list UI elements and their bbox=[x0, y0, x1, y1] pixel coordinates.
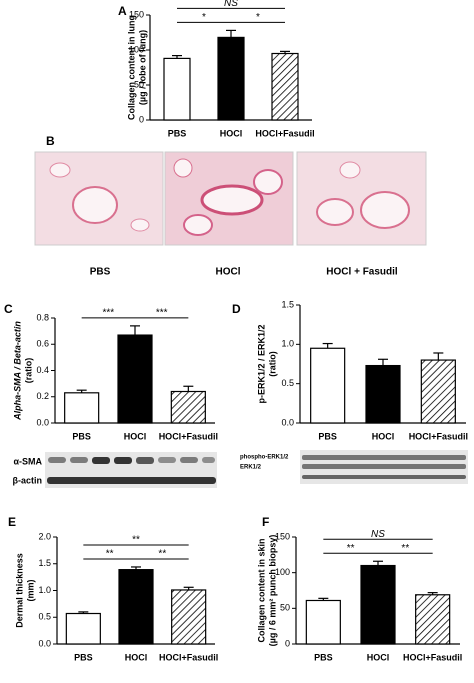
panel-label: D bbox=[232, 302, 241, 316]
x-tick-label: HOCl bbox=[372, 431, 395, 441]
x-tick-label: PBS bbox=[74, 652, 93, 662]
bar bbox=[118, 569, 154, 645]
significance-label: ** bbox=[132, 535, 140, 546]
bar bbox=[271, 52, 299, 121]
y-tick-label: 1.0 bbox=[281, 339, 294, 349]
y-tick-label: 0.5 bbox=[38, 612, 51, 622]
y-tick-label: 2.0 bbox=[38, 531, 51, 541]
bar bbox=[163, 57, 191, 121]
x-tick-label: HOCl bbox=[124, 431, 147, 441]
significance-label: *** bbox=[156, 308, 168, 319]
blot-label: ERK1/2 bbox=[240, 465, 262, 471]
y-axis-label: (ratio) bbox=[267, 351, 277, 377]
significance-label: *** bbox=[102, 308, 114, 319]
y-tick-label: 50 bbox=[134, 79, 144, 89]
y-axis-label: Alpha-SMA / Beta-actin bbox=[12, 321, 22, 421]
panel-label: B bbox=[46, 134, 55, 148]
significance-label: NS bbox=[371, 529, 385, 540]
y-tick-label: 0 bbox=[139, 114, 144, 124]
x-tick-label: HOCl bbox=[367, 652, 390, 662]
bar bbox=[365, 364, 401, 424]
significance-label: ** bbox=[401, 543, 409, 554]
y-axis-label: (ratio) bbox=[23, 358, 33, 384]
y-tick-label: 1.5 bbox=[281, 299, 294, 309]
bar bbox=[171, 589, 207, 645]
y-axis-label: (µg / lobe of lung) bbox=[137, 30, 147, 105]
x-tick-label: HOCl bbox=[125, 652, 148, 662]
significance-label: * bbox=[256, 12, 260, 23]
x-tick-label: HOCl+Fasudil bbox=[159, 431, 218, 441]
y-tick-label: 150 bbox=[129, 9, 144, 19]
y-axis-label: (mm) bbox=[25, 579, 35, 601]
panel-label: A bbox=[118, 4, 127, 18]
x-tick-label: HOCl+Fasudil bbox=[255, 128, 314, 138]
bar bbox=[64, 392, 100, 424]
x-tick-label: PBS bbox=[168, 128, 187, 138]
histology-caption: HOCl + Fasudil bbox=[326, 267, 398, 278]
blot-label: β-actin bbox=[13, 475, 43, 485]
western-blot bbox=[45, 450, 468, 488]
bar bbox=[217, 36, 245, 121]
x-tick-label: HOCl+Fasudil bbox=[409, 431, 468, 441]
y-tick-label: 0 bbox=[285, 638, 290, 648]
bar bbox=[310, 347, 346, 424]
y-axis-label: (µg / 6 mm² punch biopsy) bbox=[267, 535, 277, 647]
y-tick-label: 1.0 bbox=[38, 585, 51, 595]
bar bbox=[415, 594, 451, 645]
bar bbox=[420, 359, 456, 424]
y-axis-label: Collagen content in skin bbox=[256, 538, 266, 642]
histology-images bbox=[34, 151, 427, 246]
y-axis-label: Collagen content in lung bbox=[126, 15, 136, 120]
histology-caption: HOCl bbox=[216, 267, 241, 278]
y-tick-label: 100 bbox=[275, 567, 290, 577]
blot-label: phospho-ERK1/2 bbox=[240, 455, 289, 461]
bar bbox=[117, 334, 153, 424]
significance-label: ** bbox=[347, 543, 355, 554]
significance-label: ** bbox=[158, 549, 166, 560]
y-tick-label: 150 bbox=[275, 531, 290, 541]
x-tick-label: HOCl bbox=[220, 128, 243, 138]
x-tick-label: HOCl+Fasudil bbox=[159, 652, 218, 662]
panel-label: C bbox=[4, 302, 13, 316]
panel-label: F bbox=[262, 515, 269, 529]
bar bbox=[65, 612, 101, 645]
histology-caption: PBS bbox=[90, 267, 111, 278]
bar bbox=[305, 599, 341, 645]
x-tick-label: HOCl+Fasudil bbox=[403, 652, 462, 662]
bar bbox=[170, 390, 206, 424]
blot-label: α-SMA bbox=[13, 456, 42, 466]
y-tick-label: 100 bbox=[129, 44, 144, 54]
significance-label: ** bbox=[106, 549, 114, 560]
y-tick-label: 0.2 bbox=[36, 391, 49, 401]
y-tick-label: 1.5 bbox=[38, 558, 51, 568]
significance-label: NS bbox=[224, 0, 238, 9]
bar bbox=[360, 564, 396, 645]
y-tick-label: 0.6 bbox=[36, 339, 49, 349]
y-axis-label: Dermal thickness bbox=[14, 553, 24, 628]
y-tick-label: 0.0 bbox=[38, 638, 51, 648]
x-tick-label: PBS bbox=[72, 431, 91, 441]
panel-label: E bbox=[8, 515, 16, 529]
y-tick-label: 0.0 bbox=[36, 417, 49, 427]
y-tick-label: 50 bbox=[280, 603, 290, 613]
x-tick-label: PBS bbox=[318, 431, 337, 441]
x-tick-label: PBS bbox=[314, 652, 333, 662]
significance-label: * bbox=[202, 12, 206, 23]
y-axis-label: p-ERK1/2 / ERK1/2 bbox=[256, 324, 266, 403]
y-tick-label: 0.4 bbox=[36, 365, 49, 375]
y-tick-label: 0.0 bbox=[281, 417, 294, 427]
y-tick-label: 0.8 bbox=[36, 312, 49, 322]
y-tick-label: 0.5 bbox=[281, 378, 294, 388]
